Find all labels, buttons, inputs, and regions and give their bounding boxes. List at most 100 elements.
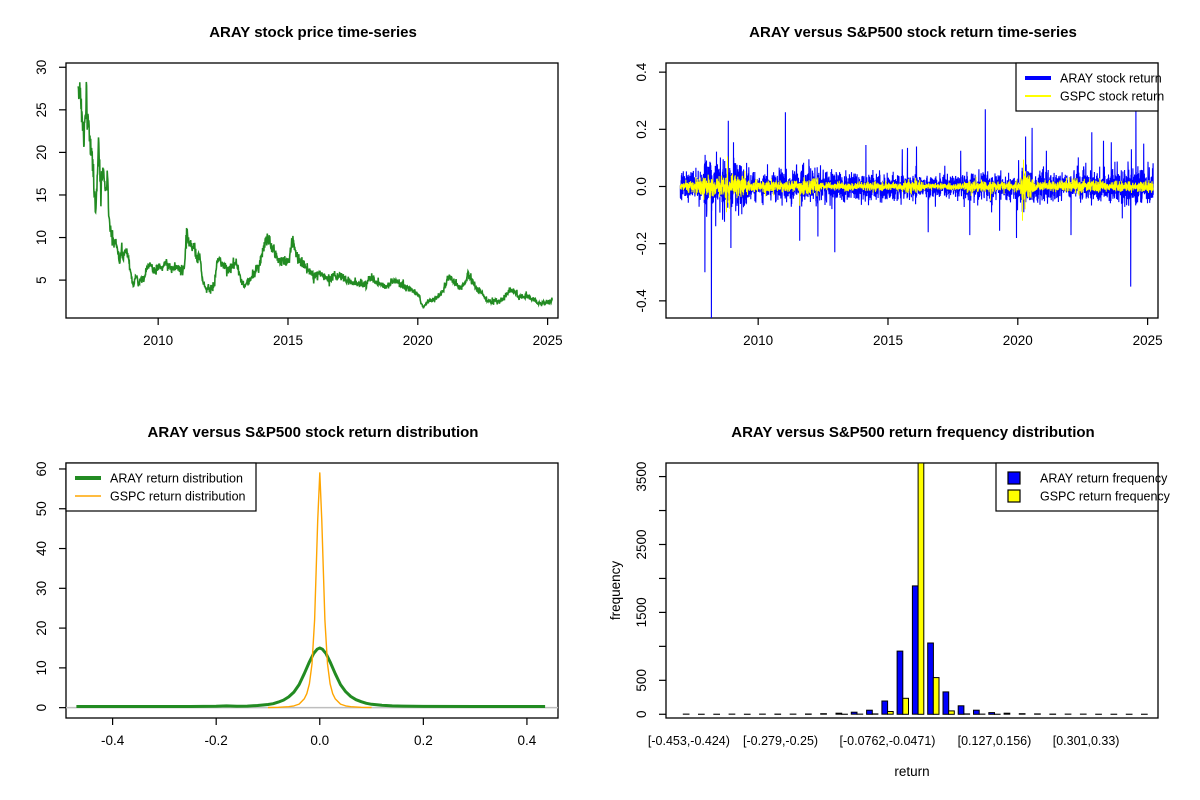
return-distribution-title: ARAY versus S&P500 stock return distribu… (147, 424, 479, 441)
x-tick-label: 0.0 (310, 733, 329, 748)
bar-gspc-return-frequency (902, 697, 909, 715)
y-tick-label: 10 (34, 230, 49, 245)
y-tick-label: -0.2 (634, 232, 649, 255)
bar-gspc-return-frequency (917, 462, 925, 715)
return-distribution-chart: -0.4 -0.2 0.0 0.2 0.4 0 10 20 30 40 50 60 ARAY retur… (34, 461, 559, 748)
x-tick-label: [-0.453,-0.424) (648, 734, 730, 748)
bar-aray-return-frequency (850, 711, 858, 715)
legend-label: GSPC return frequency (1040, 490, 1171, 504)
y-tick-label: 0.4 (634, 62, 649, 81)
bar-aray-return-frequency (957, 705, 965, 715)
return-timeseries-chart: 2010 2015 2020 2025 -0.4 -0.2 0.0 0.2 0.4 ARAY st… (634, 62, 1164, 348)
bar-gspc-return-frequency (887, 711, 894, 715)
bar-aray-return-frequency (988, 712, 995, 715)
series-aray-stock-price (77, 81, 554, 309)
x-tick-label: 2010 (743, 333, 773, 348)
axes: -0.4 -0.2 0.0 0.2 0.4 0 10 20 30 40 50 60 (34, 461, 559, 748)
series-gspc-return-distribution (267, 472, 372, 709)
x-tick-label: 0.2 (414, 733, 433, 748)
y-tick-label: -0.4 (634, 289, 649, 313)
y-tick-label: 50 (34, 501, 49, 516)
bar-aray-return-frequency (942, 691, 950, 715)
bar-aray-return-frequency (881, 700, 889, 715)
legend-box (995, 462, 1159, 512)
bar-aray-return-frequency (820, 713, 827, 715)
bar-aray-return-frequency (911, 585, 919, 715)
bar-gspc-return-frequency (932, 677, 940, 715)
y-tick-label: 0 (634, 711, 649, 719)
y-tick-label: 500 (634, 669, 649, 692)
y-tick-label: 0.0 (634, 177, 649, 196)
plot-box (665, 62, 1159, 319)
y-tick-label: 3500 (634, 462, 649, 492)
panel-price-timeseries: ARAY stock price time-series 2010 2015 202… (0, 0, 600, 400)
x-tick-label: 2015 (873, 333, 903, 348)
x-tick-label: [0.127,0.156) (958, 734, 1032, 748)
x-tick-label: 0.4 (518, 733, 537, 748)
x-tick-label: [0.301,0.33) (1053, 734, 1120, 748)
legend-label: ARAY return frequency (1040, 472, 1168, 486)
legend-label: GSPC return distribution (110, 490, 246, 504)
legend: ARAY return frequency GSPC return frequen… (995, 462, 1171, 512)
y-tick-label: 0 (34, 704, 49, 712)
plot-box (65, 462, 559, 719)
y-tick-label: 1500 (634, 597, 649, 627)
legend-label: ARAY return distribution (110, 472, 243, 486)
bar-aray-return-frequency (866, 709, 873, 715)
return-frequency-title: ARAY versus S&P500 return frequency dist… (731, 424, 1095, 441)
price-chart-title: ARAY stock price time-series (209, 24, 417, 41)
y-tick-label: 0.2 (634, 120, 649, 139)
return-timeseries-title: ARAY versus S&P500 stock return time-ser… (749, 24, 1077, 41)
y-tick-label: 40 (34, 541, 49, 556)
legend: ARAY stock return GSPC stock return (1015, 62, 1164, 112)
bar-aray-return-frequency (927, 642, 934, 715)
legend-label: ARAY stock return (1060, 72, 1162, 86)
x-tick-label: 2015 (273, 333, 303, 348)
x-tick-label: 2020 (1003, 333, 1033, 348)
panel-return-distribution: ARAY versus S&P500 stock return distribu… (0, 400, 600, 800)
y-tick-label: 20 (34, 621, 49, 636)
panel-return-frequency: ARAY versus S&P500 return frequency dist… (600, 400, 1200, 800)
y-tick-label: 30 (34, 581, 49, 596)
series-aray-return-distribution (76, 646, 546, 708)
x-tick-label: [-0.0762,-0.0471) (840, 734, 936, 748)
legend-rect-sample (1007, 471, 1021, 485)
y-tick-label: 10 (34, 660, 49, 675)
bar-aray-return-frequency (1018, 713, 1026, 715)
bar-aray-return-frequency (835, 712, 843, 715)
axes: [-0.453,-0.424) [-0.279,-0.25) [-0.0762,-0… (608, 462, 1159, 779)
x-tick-label: 2025 (1133, 333, 1163, 348)
legend: ARAY return distribution GSPC return dist… (65, 462, 257, 512)
return-frequency-chart: [-0.453,-0.424) [-0.279,-0.25) [-0.0762,-0… (608, 462, 1171, 779)
y-tick-label: 60 (34, 461, 49, 476)
x-tick-label: 2025 (533, 333, 563, 348)
x-tick-label: -0.4 (101, 733, 125, 748)
y-tick-label: 25 (34, 102, 49, 117)
plot-box (665, 462, 1159, 719)
y-tick-label: 15 (34, 187, 49, 202)
y-axis-label: frequency (608, 561, 623, 621)
plot-box (65, 62, 559, 319)
x-tick-label: 2010 (143, 333, 173, 348)
y-tick-label: 20 (34, 145, 49, 160)
bar-aray-return-frequency (896, 650, 904, 715)
series-gspc-stock-return (679, 156, 1154, 221)
bar-aray-return-frequency (973, 709, 980, 715)
bar-gspc-return-frequency (948, 710, 955, 715)
legend-box (65, 462, 257, 512)
bar-aray-return-frequency (1003, 712, 1011, 715)
x-tick-label: [-0.279,-0.25) (743, 734, 818, 748)
y-tick-label: 30 (34, 60, 49, 75)
axes: 2010 2015 2020 2025 -0.4 -0.2 0.0 0.2 0.4 (634, 62, 1163, 348)
series-aray-stock-return (679, 106, 1154, 319)
x-axis-label: return (894, 764, 929, 779)
y-tick-label: 5 (34, 276, 49, 284)
x-tick-label: 2020 (403, 333, 433, 348)
legend-box (1015, 62, 1159, 112)
panel-return-timeseries: ARAY versus S&P500 stock return time-ser… (600, 0, 1200, 400)
x-tick-label: -0.2 (205, 733, 228, 748)
legend-label: GSPC stock return (1060, 90, 1164, 104)
